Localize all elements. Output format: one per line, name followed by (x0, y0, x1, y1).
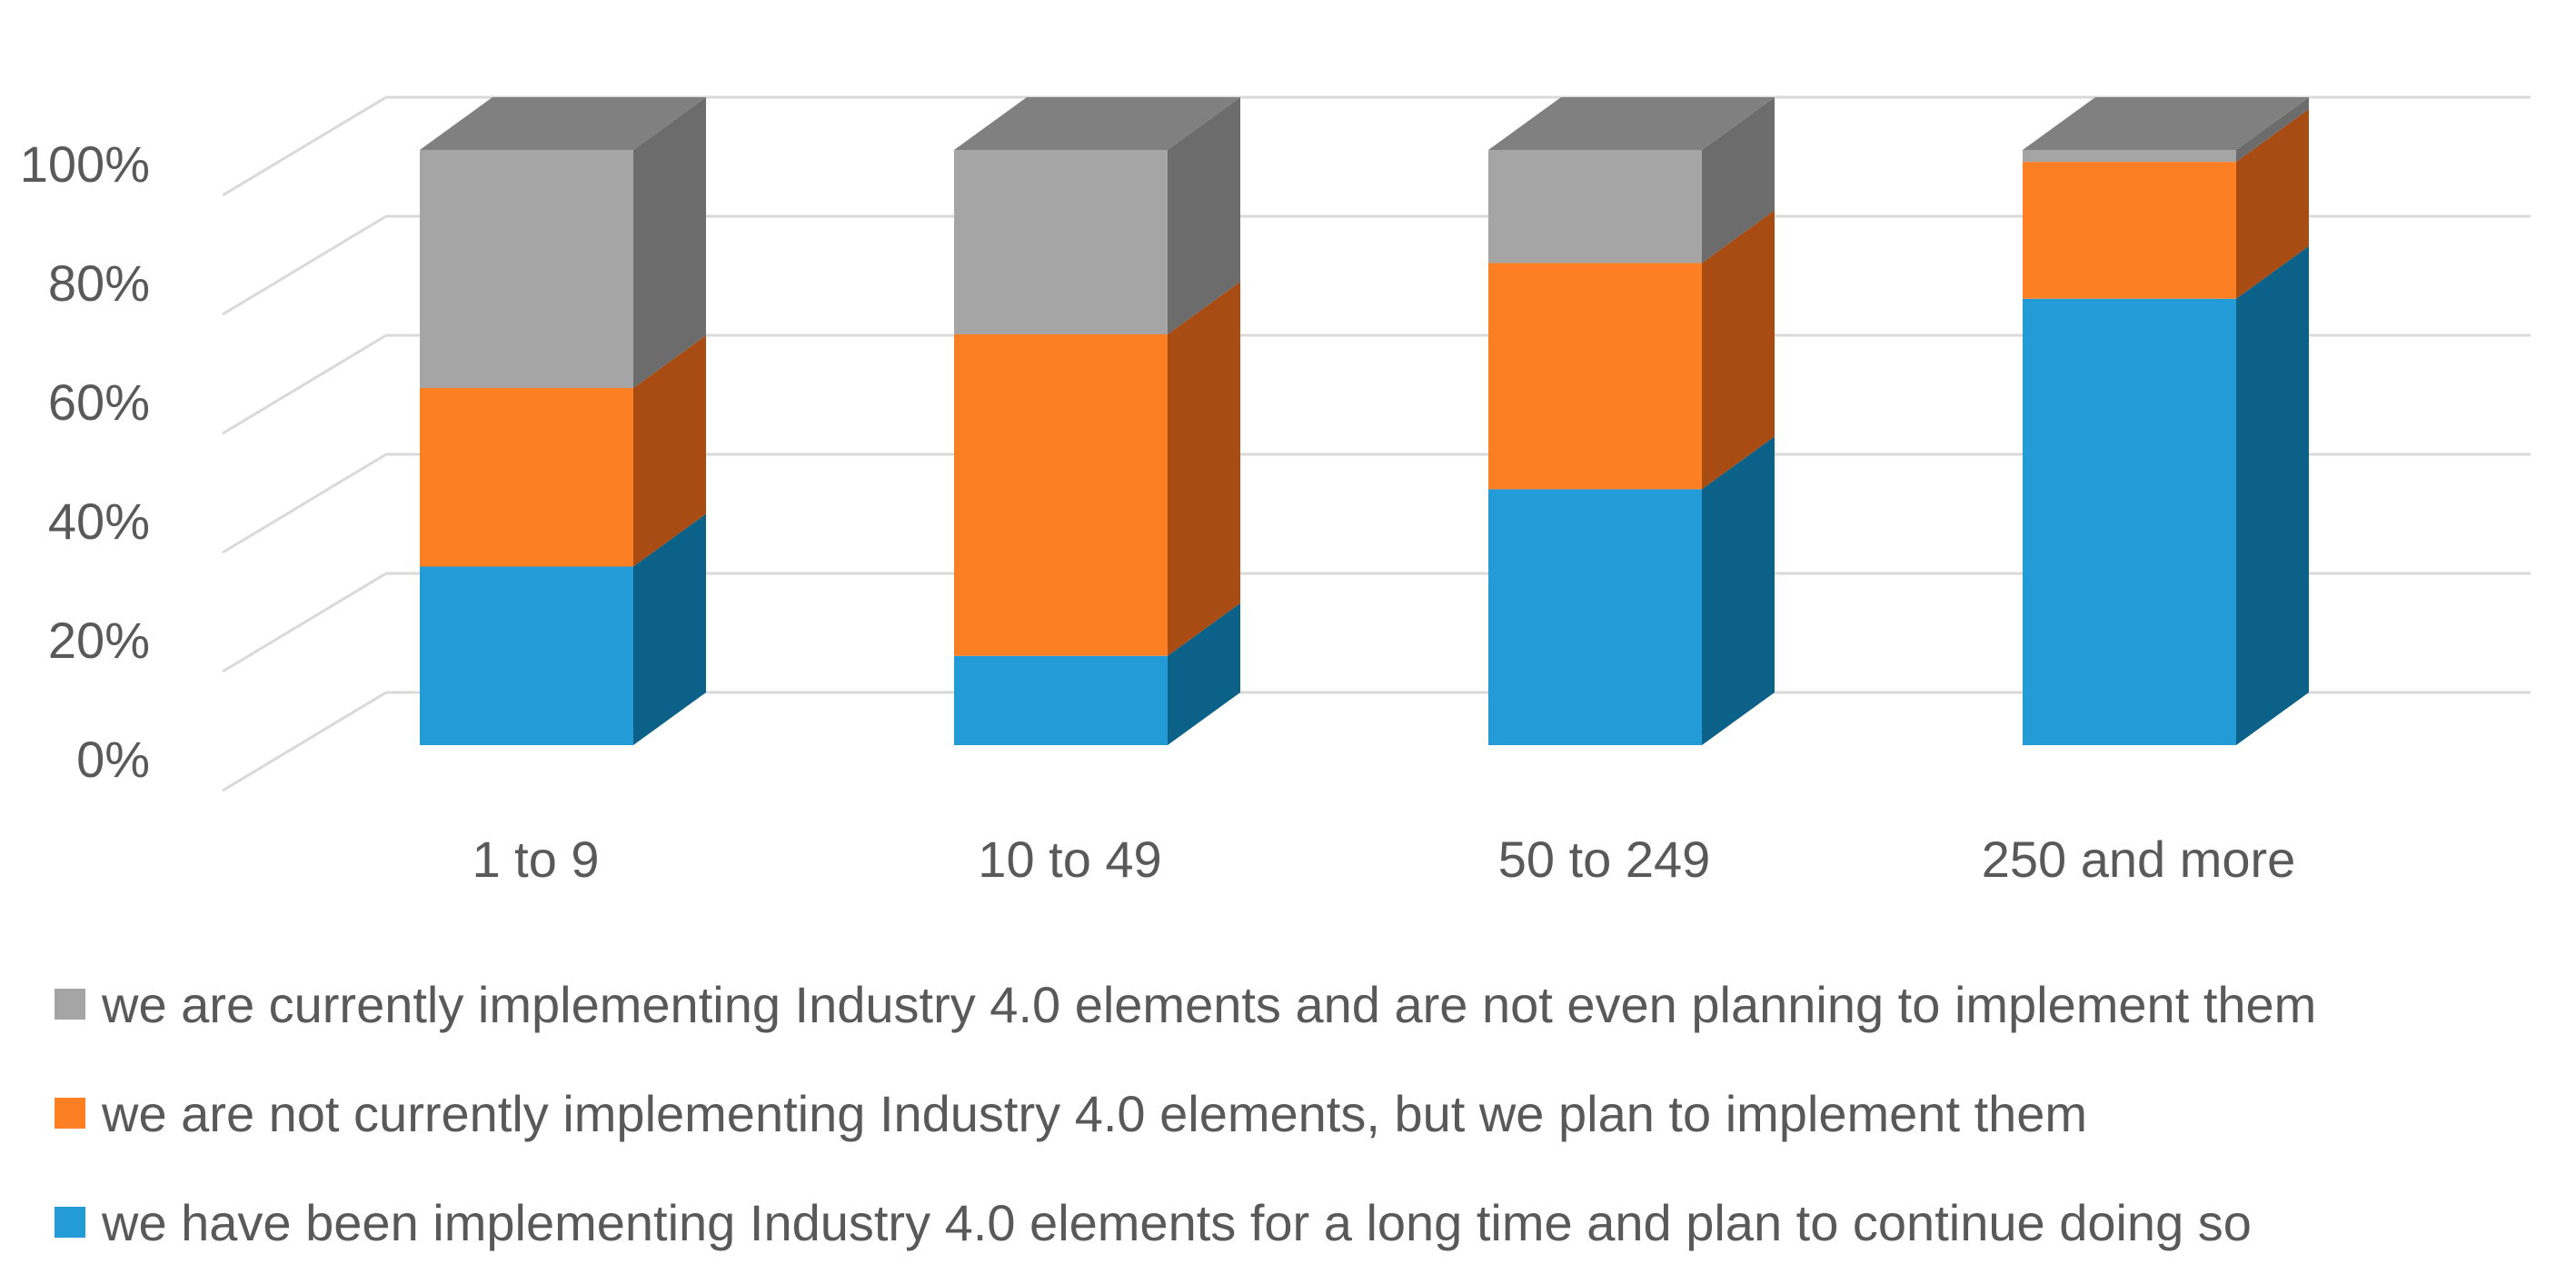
bar-top-face (2023, 97, 2309, 150)
legend-swatch (55, 1098, 85, 1129)
x-category-label: 250 and more (1982, 831, 2296, 888)
bar-segment-front (2023, 298, 2236, 745)
gridline-diagonal (222, 95, 387, 197)
gridline-diagonal (222, 214, 387, 316)
legend-label: we are currently implementing Industry 4… (102, 975, 2317, 1033)
y-tick-label: 100% (20, 135, 150, 193)
legend-swatch (55, 989, 85, 1020)
bar-top-face (1488, 97, 1775, 150)
legend-label: we have been implementing Industry 4.0 e… (102, 1193, 2252, 1251)
legend-label: we are not currently implementing Indust… (102, 1084, 2088, 1142)
gridline-diagonal (222, 453, 387, 554)
y-tick-label: 20% (48, 612, 150, 669)
x-category-label: 50 to 249 (1498, 831, 1711, 888)
legend-item: we have been implementing Industry 4.0 e… (55, 1190, 2252, 1254)
bar-segment-front (1488, 150, 1702, 264)
bar-segment-front (1488, 263, 1702, 490)
bar-segment-side (1168, 97, 1240, 335)
bar-top-face (420, 97, 706, 150)
bar-segment-side (1702, 436, 1775, 745)
legend-item: we are not currently implementing Indust… (55, 1081, 2087, 1145)
gridline-diagonal (222, 333, 387, 435)
bar-segment-side (2236, 109, 2309, 299)
bar-segment-front (954, 334, 1168, 656)
bar-segment-side (1168, 282, 1240, 656)
bar-segment-front (2023, 162, 2236, 299)
legend-item: we are currently implementing Industry 4… (55, 972, 2316, 1036)
bar-segment-side (1702, 210, 1775, 490)
bar-segment-front (954, 655, 1168, 745)
x-category-label: 10 to 49 (978, 831, 1161, 888)
bar-segment-front (420, 150, 633, 388)
bar-segment-side (633, 335, 706, 567)
bar-segment-side (2236, 245, 2309, 745)
x-category-label: 1 to 9 (472, 831, 599, 888)
gridline-diagonal (222, 691, 387, 792)
bar-segment-side (1702, 97, 1775, 264)
bar-segment-front (954, 150, 1168, 335)
legend-swatch (55, 1207, 85, 1238)
gridline-diagonal (222, 572, 387, 673)
bar-segment-side (2236, 97, 2309, 163)
bar-segment-side (633, 97, 706, 388)
bar-segment-front (420, 566, 633, 745)
y-tick-label: 60% (48, 373, 150, 431)
bar-top-face (954, 97, 1240, 150)
bar-segment-front (2023, 150, 2236, 163)
bar-segment-side (1168, 602, 1240, 745)
y-tick-label: 80% (48, 254, 150, 312)
bar-segment-front (420, 388, 633, 567)
y-tick-label: 0% (76, 731, 150, 788)
bar-segment-front (1488, 489, 1702, 745)
bar-segment-side (633, 513, 706, 745)
y-tick-label: 40% (48, 493, 150, 550)
